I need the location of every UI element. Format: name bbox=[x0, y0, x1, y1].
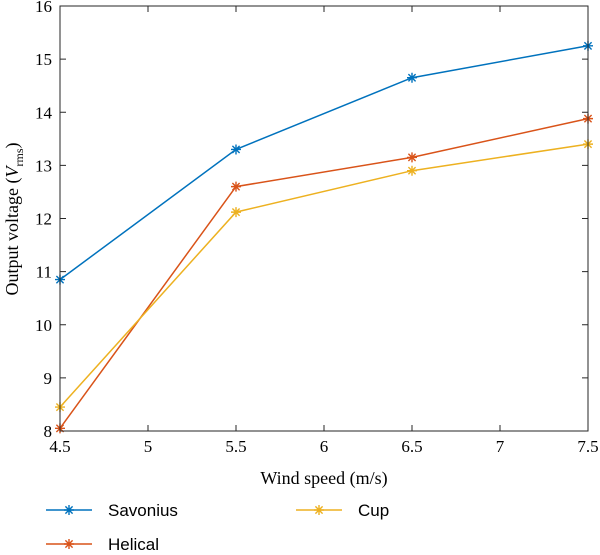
x-axis-title: Wind speed (m/s) bbox=[260, 468, 387, 489]
x-tick-label: 7.5 bbox=[577, 437, 598, 456]
data-point-helical bbox=[407, 152, 417, 163]
data-point-savonius bbox=[231, 144, 241, 155]
y-axis-title: Output voltage (Vrms) bbox=[2, 143, 26, 296]
axes: 4.5 5 5.5 6 6.5 7 7.5 8 9 10 11 12 13 14 15 16 bbox=[35, 0, 599, 456]
y-tick-label: 16 bbox=[35, 0, 52, 16]
legend: Savonius Helical Cup bbox=[46, 501, 389, 554]
y-tick-label: 10 bbox=[35, 316, 52, 335]
series-savonius bbox=[55, 40, 593, 285]
y-tick-label: 11 bbox=[36, 263, 52, 282]
legend-label: Savonius bbox=[108, 501, 178, 520]
series-helical bbox=[55, 113, 593, 434]
x-tick-label: 5 bbox=[144, 437, 153, 456]
plot-area bbox=[55, 40, 593, 434]
series-cup bbox=[55, 139, 593, 413]
y-tick-label: 8 bbox=[44, 422, 53, 441]
x-tick-label: 6.5 bbox=[401, 437, 422, 456]
y-tick-label: 14 bbox=[35, 103, 53, 122]
legend-marker bbox=[64, 539, 74, 549]
legend-marker bbox=[314, 505, 324, 515]
series-line-cup bbox=[59, 143, 589, 408]
series-line-helical bbox=[59, 117, 589, 429]
data-point-cup bbox=[231, 207, 241, 218]
legend-label: Helical bbox=[108, 535, 159, 554]
data-point-savonius bbox=[407, 72, 417, 83]
series-line-savonius bbox=[59, 45, 589, 281]
legend-item-helical: Helical bbox=[46, 535, 159, 554]
data-point-cup bbox=[407, 165, 417, 176]
y-tick-label: 12 bbox=[35, 210, 52, 229]
axes-box bbox=[59, 5, 589, 432]
y-tick-label: 9 bbox=[44, 369, 53, 388]
x-tick-label: 6 bbox=[320, 437, 329, 456]
x-tick-label: 5.5 bbox=[225, 437, 246, 456]
x-tick-label: 4.5 bbox=[49, 437, 70, 456]
legend-item-cup: Cup bbox=[296, 501, 389, 520]
y-tick-label: 15 bbox=[35, 50, 52, 69]
legend-marker bbox=[64, 505, 74, 515]
data-point-helical bbox=[231, 181, 241, 192]
legend-label: Cup bbox=[358, 501, 389, 520]
y-tick-label: 13 bbox=[35, 156, 52, 175]
x-tick-label: 7 bbox=[496, 437, 505, 456]
legend-item-savonius: Savonius bbox=[46, 501, 178, 520]
